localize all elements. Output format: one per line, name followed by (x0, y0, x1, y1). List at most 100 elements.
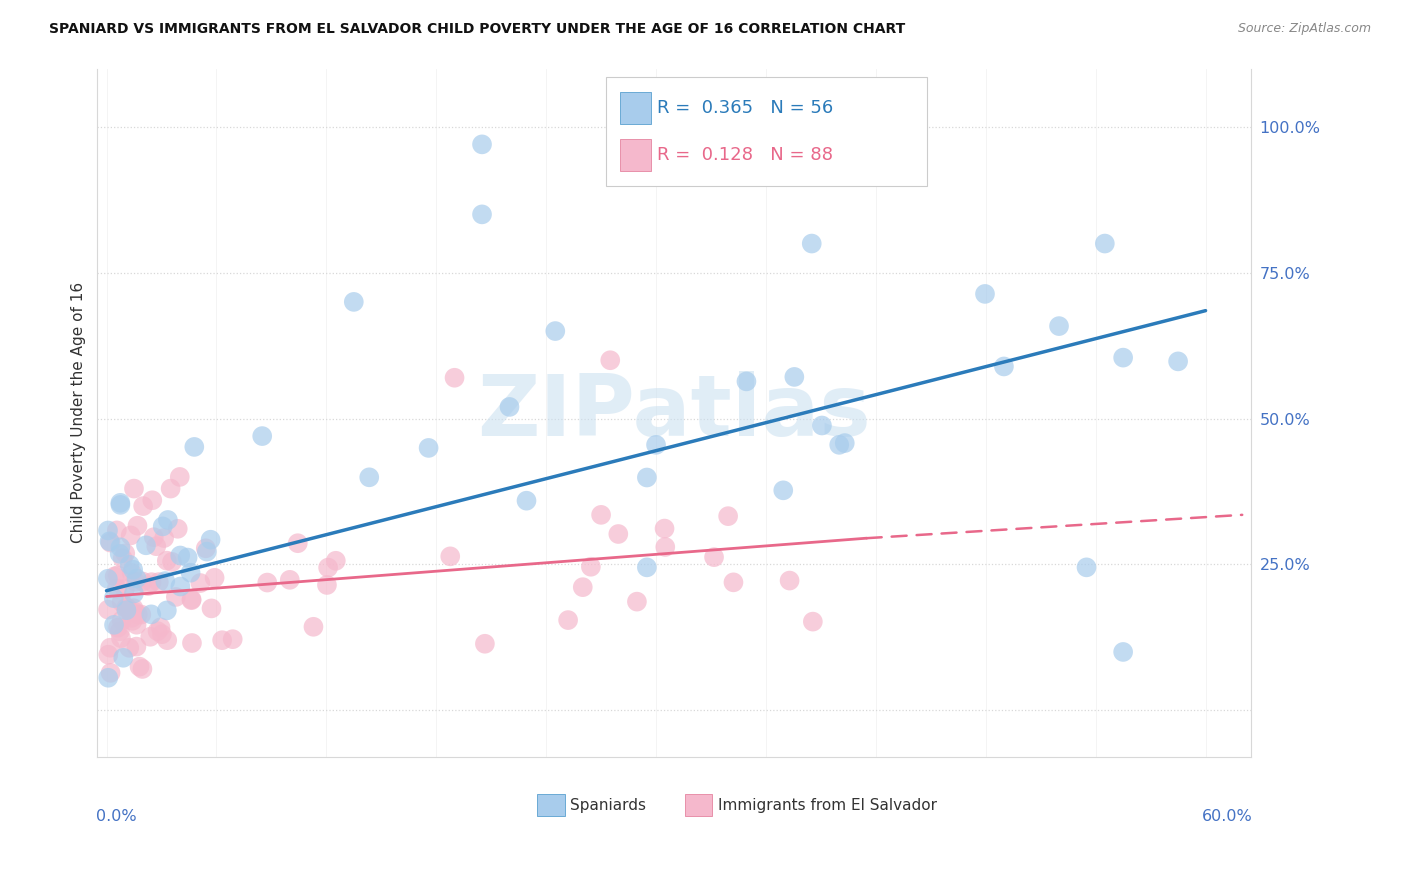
Point (124, 605, 146, 619)
Point (115, 603, 138, 617)
Point (188, 576, 211, 591)
Point (117, 601, 139, 615)
Point (439, 549, 461, 564)
Point (128, 659, 150, 673)
Point (471, 137, 494, 152)
Point (169, 580, 191, 594)
Point (993, 359, 1015, 374)
Point (579, 559, 602, 574)
Text: SPANIARD VS IMMIGRANTS FROM EL SALVADOR CHILD POVERTY UNDER THE AGE OF 16 CORREL: SPANIARD VS IMMIGRANTS FROM EL SALVADOR … (49, 22, 905, 37)
Point (146, 624, 169, 639)
Point (105, 524, 128, 538)
Point (122, 563, 145, 577)
Point (156, 554, 179, 568)
Point (127, 518, 149, 533)
Point (110, 496, 132, 510)
Point (443, 370, 465, 384)
Point (180, 593, 202, 607)
Point (110, 631, 132, 645)
Point (474, 637, 496, 651)
Point (180, 592, 202, 607)
Point (359, 470, 381, 484)
FancyBboxPatch shape (685, 794, 713, 816)
Point (165, 590, 187, 604)
Point (104, 569, 127, 583)
Point (654, 522, 676, 536)
Point (181, 636, 204, 650)
Point (98, 534, 121, 549)
Point (471, 207, 494, 221)
Point (118, 640, 141, 655)
Point (801, 615, 824, 629)
Text: 0.0%: 0.0% (96, 809, 136, 823)
Text: R =  0.128   N = 88: R = 0.128 N = 88 (657, 146, 832, 164)
Point (155, 574, 177, 588)
Point (145, 539, 167, 553)
Point (607, 527, 630, 541)
Point (325, 554, 347, 568)
Point (125, 617, 148, 632)
Point (114, 546, 136, 560)
Point (105, 582, 128, 596)
Point (1112, 351, 1135, 365)
Point (772, 483, 794, 498)
Point (148, 575, 170, 590)
Point (200, 601, 222, 615)
Point (149, 620, 172, 634)
Point (211, 633, 233, 648)
Point (153, 531, 176, 545)
Point (645, 438, 668, 452)
Point (114, 582, 136, 596)
Point (97, 648, 120, 662)
Point (103, 591, 125, 606)
Point (156, 513, 179, 527)
Point (169, 470, 191, 484)
Point (571, 580, 593, 594)
Point (135, 538, 157, 552)
Point (124, 574, 146, 589)
Point (139, 630, 162, 644)
Point (110, 498, 132, 512)
Point (703, 550, 725, 565)
Point (256, 575, 278, 590)
Point (166, 522, 188, 536)
Point (100, 665, 122, 680)
Point (498, 400, 520, 414)
Point (107, 568, 129, 582)
Point (121, 614, 143, 628)
Point (183, 440, 205, 454)
Point (828, 438, 851, 452)
FancyBboxPatch shape (537, 794, 565, 816)
Point (1047, 319, 1070, 334)
Point (250, 429, 273, 443)
Point (557, 613, 579, 627)
Point (176, 550, 198, 565)
Point (626, 594, 648, 608)
Point (108, 547, 131, 561)
Point (636, 470, 658, 484)
Point (1112, 645, 1135, 659)
Point (160, 555, 183, 569)
Point (131, 662, 153, 676)
Point (811, 418, 834, 433)
Point (735, 375, 758, 389)
Point (97, 602, 120, 616)
Point (127, 607, 149, 622)
Point (169, 549, 191, 563)
Text: Immigrants from El Salvador: Immigrants from El Salvador (718, 797, 938, 813)
Point (98, 640, 121, 655)
Point (110, 541, 132, 555)
Point (121, 566, 143, 580)
Point (103, 617, 125, 632)
Point (278, 573, 301, 587)
Point (200, 533, 222, 547)
Point (115, 600, 138, 615)
Point (122, 586, 145, 600)
Point (111, 614, 134, 628)
Text: R =  0.365   N = 56: R = 0.365 N = 56 (657, 99, 832, 117)
Point (142, 530, 165, 544)
Point (1094, 236, 1116, 251)
Point (141, 575, 163, 590)
Point (974, 287, 997, 301)
Point (222, 632, 245, 647)
